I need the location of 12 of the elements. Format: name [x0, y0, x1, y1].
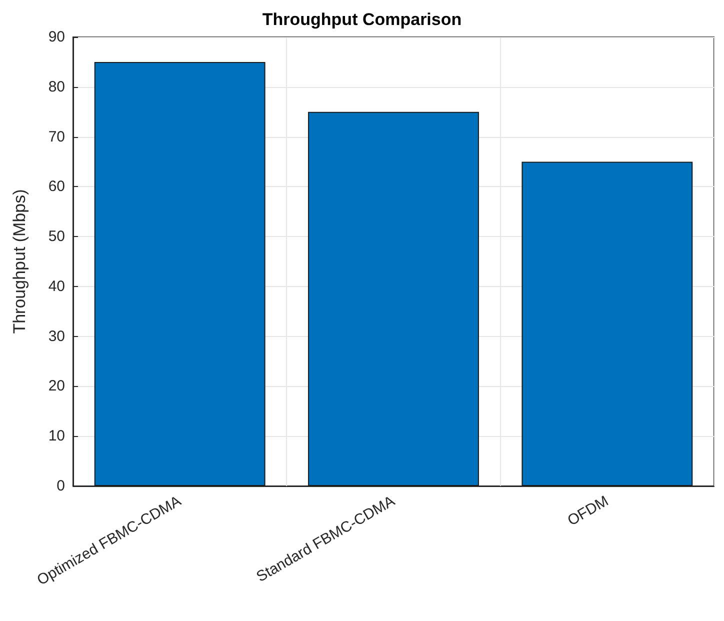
y-tick-label: 20 — [48, 378, 65, 395]
y-tick-label: 0 — [56, 478, 65, 494]
y-tick-label: 60 — [48, 178, 65, 196]
y-tick-label: 70 — [48, 128, 65, 146]
chart-title: Throughput Comparison — [262, 10, 462, 29]
y-tick-label: 10 — [48, 428, 65, 445]
y-tick-label: 30 — [48, 328, 65, 345]
y-tick-label: 50 — [48, 228, 65, 246]
y-tick-label: 80 — [48, 78, 65, 96]
y-tick-label: 90 — [48, 28, 65, 46]
y-axis-title: Throughput (Mbps) — [10, 189, 29, 334]
y-tick-label: 40 — [48, 278, 65, 295]
